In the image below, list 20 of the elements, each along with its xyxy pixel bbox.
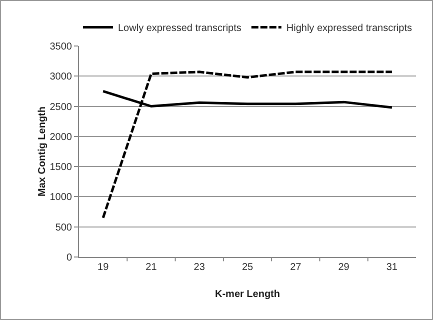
legend-label: Lowly expressed transcripts bbox=[118, 23, 242, 34]
x-tick-label: 27 bbox=[290, 262, 302, 273]
y-tick-label: 3500 bbox=[50, 42, 72, 52]
legend-label: Highly expressed transcripts bbox=[286, 23, 412, 34]
line-series bbox=[102, 70, 394, 220]
y-tick-label: 0 bbox=[66, 252, 72, 264]
y-tick-label: 3000 bbox=[50, 72, 72, 83]
x-tick-label: 21 bbox=[146, 262, 158, 273]
x-tick-label: 29 bbox=[338, 262, 350, 273]
y-tick-label: 500 bbox=[55, 222, 72, 234]
x-axis-title: K-mer Length bbox=[215, 289, 280, 300]
x-tick-label: 19 bbox=[98, 262, 110, 273]
x-tick-label: 23 bbox=[194, 262, 206, 273]
y-axis-title: Max Contig Length bbox=[36, 106, 48, 196]
x-tick-label: 25 bbox=[242, 262, 254, 273]
x-tick-label: 31 bbox=[386, 262, 398, 273]
y-tick-label: 2500 bbox=[50, 102, 72, 113]
y-tick-label: 2000 bbox=[50, 132, 72, 143]
y-tick-label: 1000 bbox=[50, 192, 72, 204]
y-tick-label: 1500 bbox=[50, 162, 72, 174]
